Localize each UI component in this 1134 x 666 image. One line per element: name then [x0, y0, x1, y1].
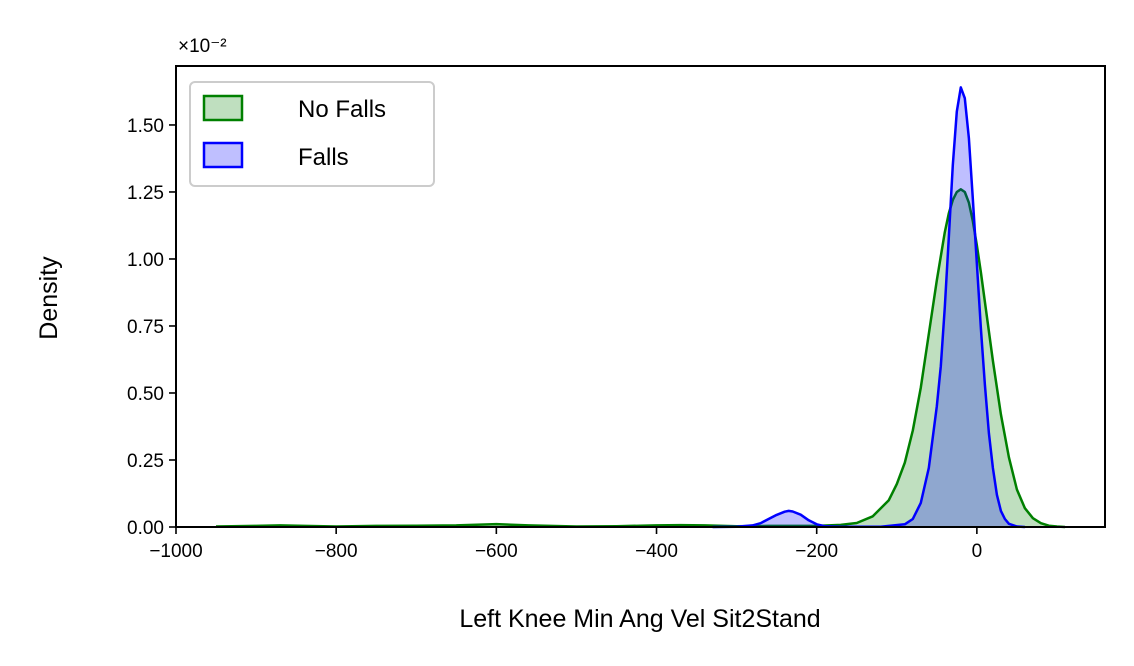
x-tick-label: 0	[972, 541, 983, 562]
y-tick-label: 1.00	[127, 250, 164, 271]
y-tick-label: 0.75	[127, 317, 164, 338]
legend: No Falls Falls	[189, 81, 435, 187]
legend-swatch-falls	[202, 141, 244, 169]
legend-swatch-no-falls	[202, 94, 244, 122]
plot-frame	[175, 65, 1106, 528]
x-tick-label: −800	[315, 541, 358, 562]
x-tick-label: −600	[475, 541, 518, 562]
x-tick-label: −200	[795, 541, 838, 562]
y-offset-label: ×10⁻²	[178, 36, 227, 57]
x-axis: −1000 −800 −600 −400 −200 0	[149, 527, 982, 562]
series-line-falls	[712, 86, 1025, 529]
series-area-falls	[712, 87, 1025, 528]
legend-box	[189, 81, 435, 187]
series-area-no-falls	[216, 189, 1065, 528]
x-tick-label: −1000	[149, 541, 202, 562]
y-axis-label: Density	[35, 256, 63, 340]
legend-label-no-falls: No Falls	[298, 96, 386, 123]
y-tick-label: 0.00	[127, 518, 164, 539]
y-axis: 0.00 0.25 0.50 0.75 1.00 1.25 1.50	[127, 116, 176, 539]
y-tick-label: 0.25	[127, 451, 164, 472]
y-tick-label: 1.25	[127, 183, 164, 204]
y-tick-label: 1.50	[127, 116, 164, 137]
x-axis-label: Left Knee Min Ang Vel Sit2Stand	[459, 605, 820, 633]
y-tick-label: 0.50	[127, 384, 164, 405]
series-layer	[215, 86, 1066, 529]
x-tick-label: −400	[635, 541, 678, 562]
legend-label-falls: Falls	[298, 144, 349, 171]
series-line-no-falls	[215, 188, 1066, 529]
